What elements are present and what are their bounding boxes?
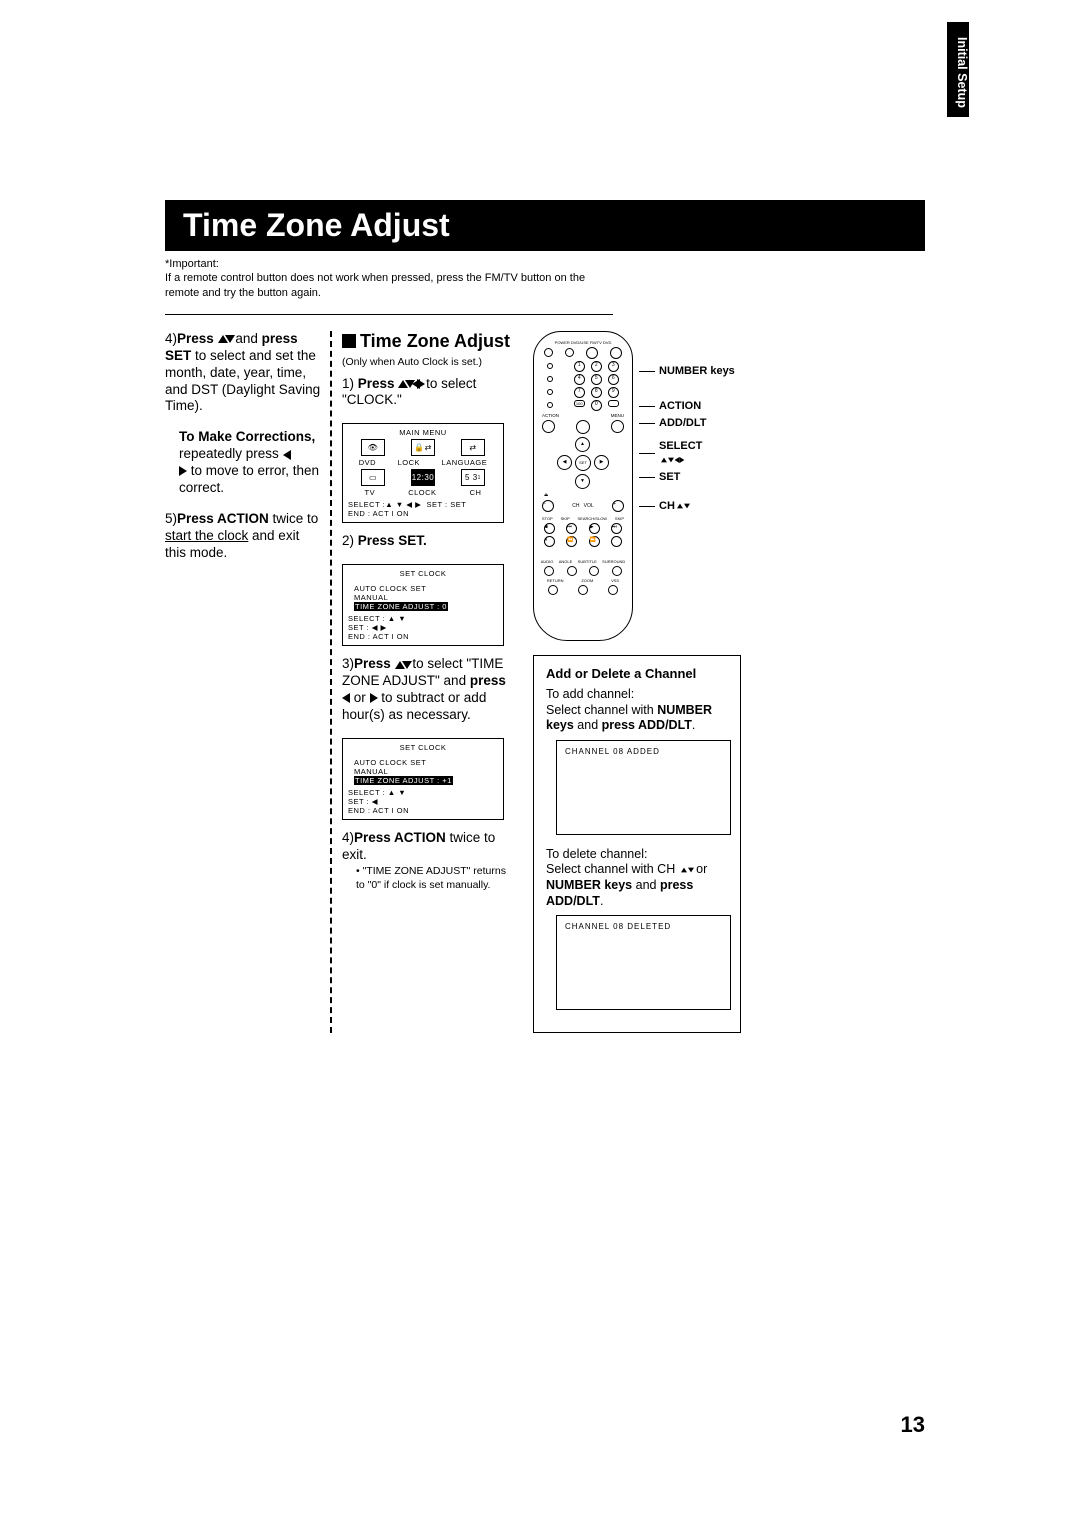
- txt: Press: [177, 331, 218, 346]
- page-title: Time Zone Adjust: [165, 200, 925, 251]
- txt: start the clock: [165, 528, 248, 543]
- mid-heading: Time Zone Adjust: [342, 331, 515, 352]
- txt: TV: [365, 488, 376, 497]
- txt: MANUAL: [348, 593, 498, 602]
- label: ADD/DLT: [659, 417, 706, 430]
- txt: END : ACT I ON: [348, 806, 498, 815]
- txt: To delete channel:: [546, 847, 647, 861]
- txt: to move to error, then correct.: [179, 463, 319, 495]
- txt: NUMBER keys: [546, 878, 632, 892]
- txt: Time Zone Adjust: [360, 331, 510, 351]
- txt: SET : SET: [427, 500, 467, 509]
- txt: TIME ZONE ADJUST : 0: [354, 602, 448, 611]
- mid-step3: 3)Press to select "TIME ZONE ADJUST" and…: [342, 656, 515, 724]
- osd-title: SET CLOCK: [348, 743, 498, 752]
- txt: Press: [354, 656, 395, 671]
- txt: 5 3: [465, 473, 478, 483]
- important-label: *Important:: [165, 258, 219, 270]
- remote-wrap: POWER DVD/USE FM/TV DVD 123 456 789 1000…: [533, 331, 910, 641]
- txt: CH: [470, 488, 482, 497]
- txt: LANGUAGE: [442, 458, 488, 467]
- page-number: 13: [901, 1412, 925, 1438]
- txt: and: [574, 718, 602, 732]
- txt: LOCK: [398, 458, 420, 467]
- txt: press: [470, 673, 506, 688]
- step-num: 3): [342, 656, 354, 671]
- txt: 12:30: [411, 469, 435, 486]
- left-step5: 5)Press ACTION twice to start the clock …: [165, 511, 322, 562]
- mid-bullet: • "TIME ZONE ADJUST" returns to "0" if c…: [356, 865, 515, 892]
- label: SELECT: [659, 440, 702, 452]
- mid-step4: 4)Press ACTION twice to exit.: [342, 830, 515, 864]
- side-tab: Initial Setup: [947, 22, 969, 117]
- txt: CLOCK: [408, 488, 436, 497]
- osd-title: MAIN MENU: [348, 428, 498, 437]
- txt: and: [632, 878, 660, 892]
- label: SET: [659, 471, 680, 484]
- txt: SELECT : ▲ ▼: [348, 788, 498, 797]
- txt: Press ACTION: [177, 511, 269, 526]
- txt: SELECT :▲ ▼ ◀ ▶: [348, 500, 421, 509]
- step-num: 4): [342, 830, 354, 845]
- osd-channel-deleted: CHANNEL 08 DELETED: [556, 915, 731, 1010]
- txt: To Make Corrections,: [179, 429, 315, 444]
- txt: AUTO CLOCK SET: [348, 758, 498, 767]
- txt: twice to: [269, 511, 319, 526]
- mid-note: (Only when Auto Clock is set.): [342, 356, 515, 370]
- add-block: To add channel: Select channel with NUMB…: [546, 687, 728, 734]
- txt: MANUAL: [348, 767, 498, 776]
- col-mid: Time Zone Adjust (Only when Auto Clock i…: [330, 331, 515, 1033]
- txt: Select channel with CH: [546, 862, 679, 876]
- sidebox-title: Add or Delete a Channel: [546, 666, 728, 681]
- osd-main-menu: MAIN MENU 👁 🔒⇄ ⇄ DVD LOCK LANGUAGE ▭ 12:…: [342, 423, 504, 523]
- txt: AUTO CLOCK SET: [348, 584, 498, 593]
- step-num: 4): [165, 331, 177, 346]
- col-left: 4)Press and press SET to select and set …: [165, 331, 330, 1033]
- remote-labels: NUMBER keys ACTION ADD/DLT SELECT SET CH: [639, 331, 735, 517]
- txt: or: [693, 862, 708, 876]
- osd-set-clock-2: SET CLOCK AUTO CLOCK SET MANUAL TIME ZON…: [342, 738, 504, 820]
- left-corrections: To Make Corrections, repeatedly press to…: [179, 429, 322, 497]
- label: CH: [659, 500, 675, 512]
- label: NUMBER keys: [659, 365, 735, 378]
- txt: repeatedly press: [179, 446, 283, 461]
- txt: Select channel with: [546, 703, 657, 717]
- txt: press ADD/DLT: [602, 718, 692, 732]
- txt: Press SET.: [354, 533, 427, 548]
- txt: Press: [354, 376, 398, 391]
- label: ACTION: [659, 400, 701, 413]
- step-num: 2): [342, 533, 354, 548]
- important-note: *Important: If a remote control button d…: [165, 257, 621, 300]
- col-right: POWER DVD/USE FM/TV DVD 123 456 789 1000…: [515, 331, 910, 1033]
- txt: TIME ZONE ADJUST : +1: [354, 776, 453, 785]
- important-text: If a remote control button does not work…: [165, 272, 585, 298]
- del-block: To delete channel: Select channel with C…: [546, 847, 728, 910]
- txt: END : ACT I ON: [348, 509, 498, 518]
- txt: SET : ◀ ▶: [348, 623, 498, 632]
- txt: END : ACT I ON: [348, 632, 498, 641]
- step-num: 1): [342, 376, 354, 391]
- add-delete-box: Add or Delete a Channel To add channel: …: [533, 655, 741, 1033]
- txt: Press ACTION: [354, 830, 446, 845]
- mid-step2: 2) Press SET.: [342, 533, 515, 550]
- osd-set-clock-1: SET CLOCK AUTO CLOCK SET MANUAL TIME ZON…: [342, 564, 504, 646]
- txt: and: [232, 331, 262, 346]
- osd-title: SET CLOCK: [348, 569, 498, 578]
- divider: [165, 314, 613, 315]
- txt: DVD: [359, 458, 376, 467]
- mid-step1: 1) Press to select "CLOCK.": [342, 376, 515, 410]
- remote-diagram: POWER DVD/USE FM/TV DVD 123 456 789 1000…: [533, 331, 633, 641]
- left-step4: 4)Press and press SET to select and set …: [165, 331, 322, 415]
- txt: SELECT : ▲ ▼: [348, 614, 498, 623]
- osd-channel-added: CHANNEL 08 ADDED: [556, 740, 731, 835]
- txt: SET : ◀: [348, 797, 498, 806]
- main-columns: 4)Press and press SET to select and set …: [165, 331, 925, 1033]
- txt: or: [350, 690, 370, 705]
- step-num: 5): [165, 511, 177, 526]
- txt: To add channel:: [546, 687, 634, 701]
